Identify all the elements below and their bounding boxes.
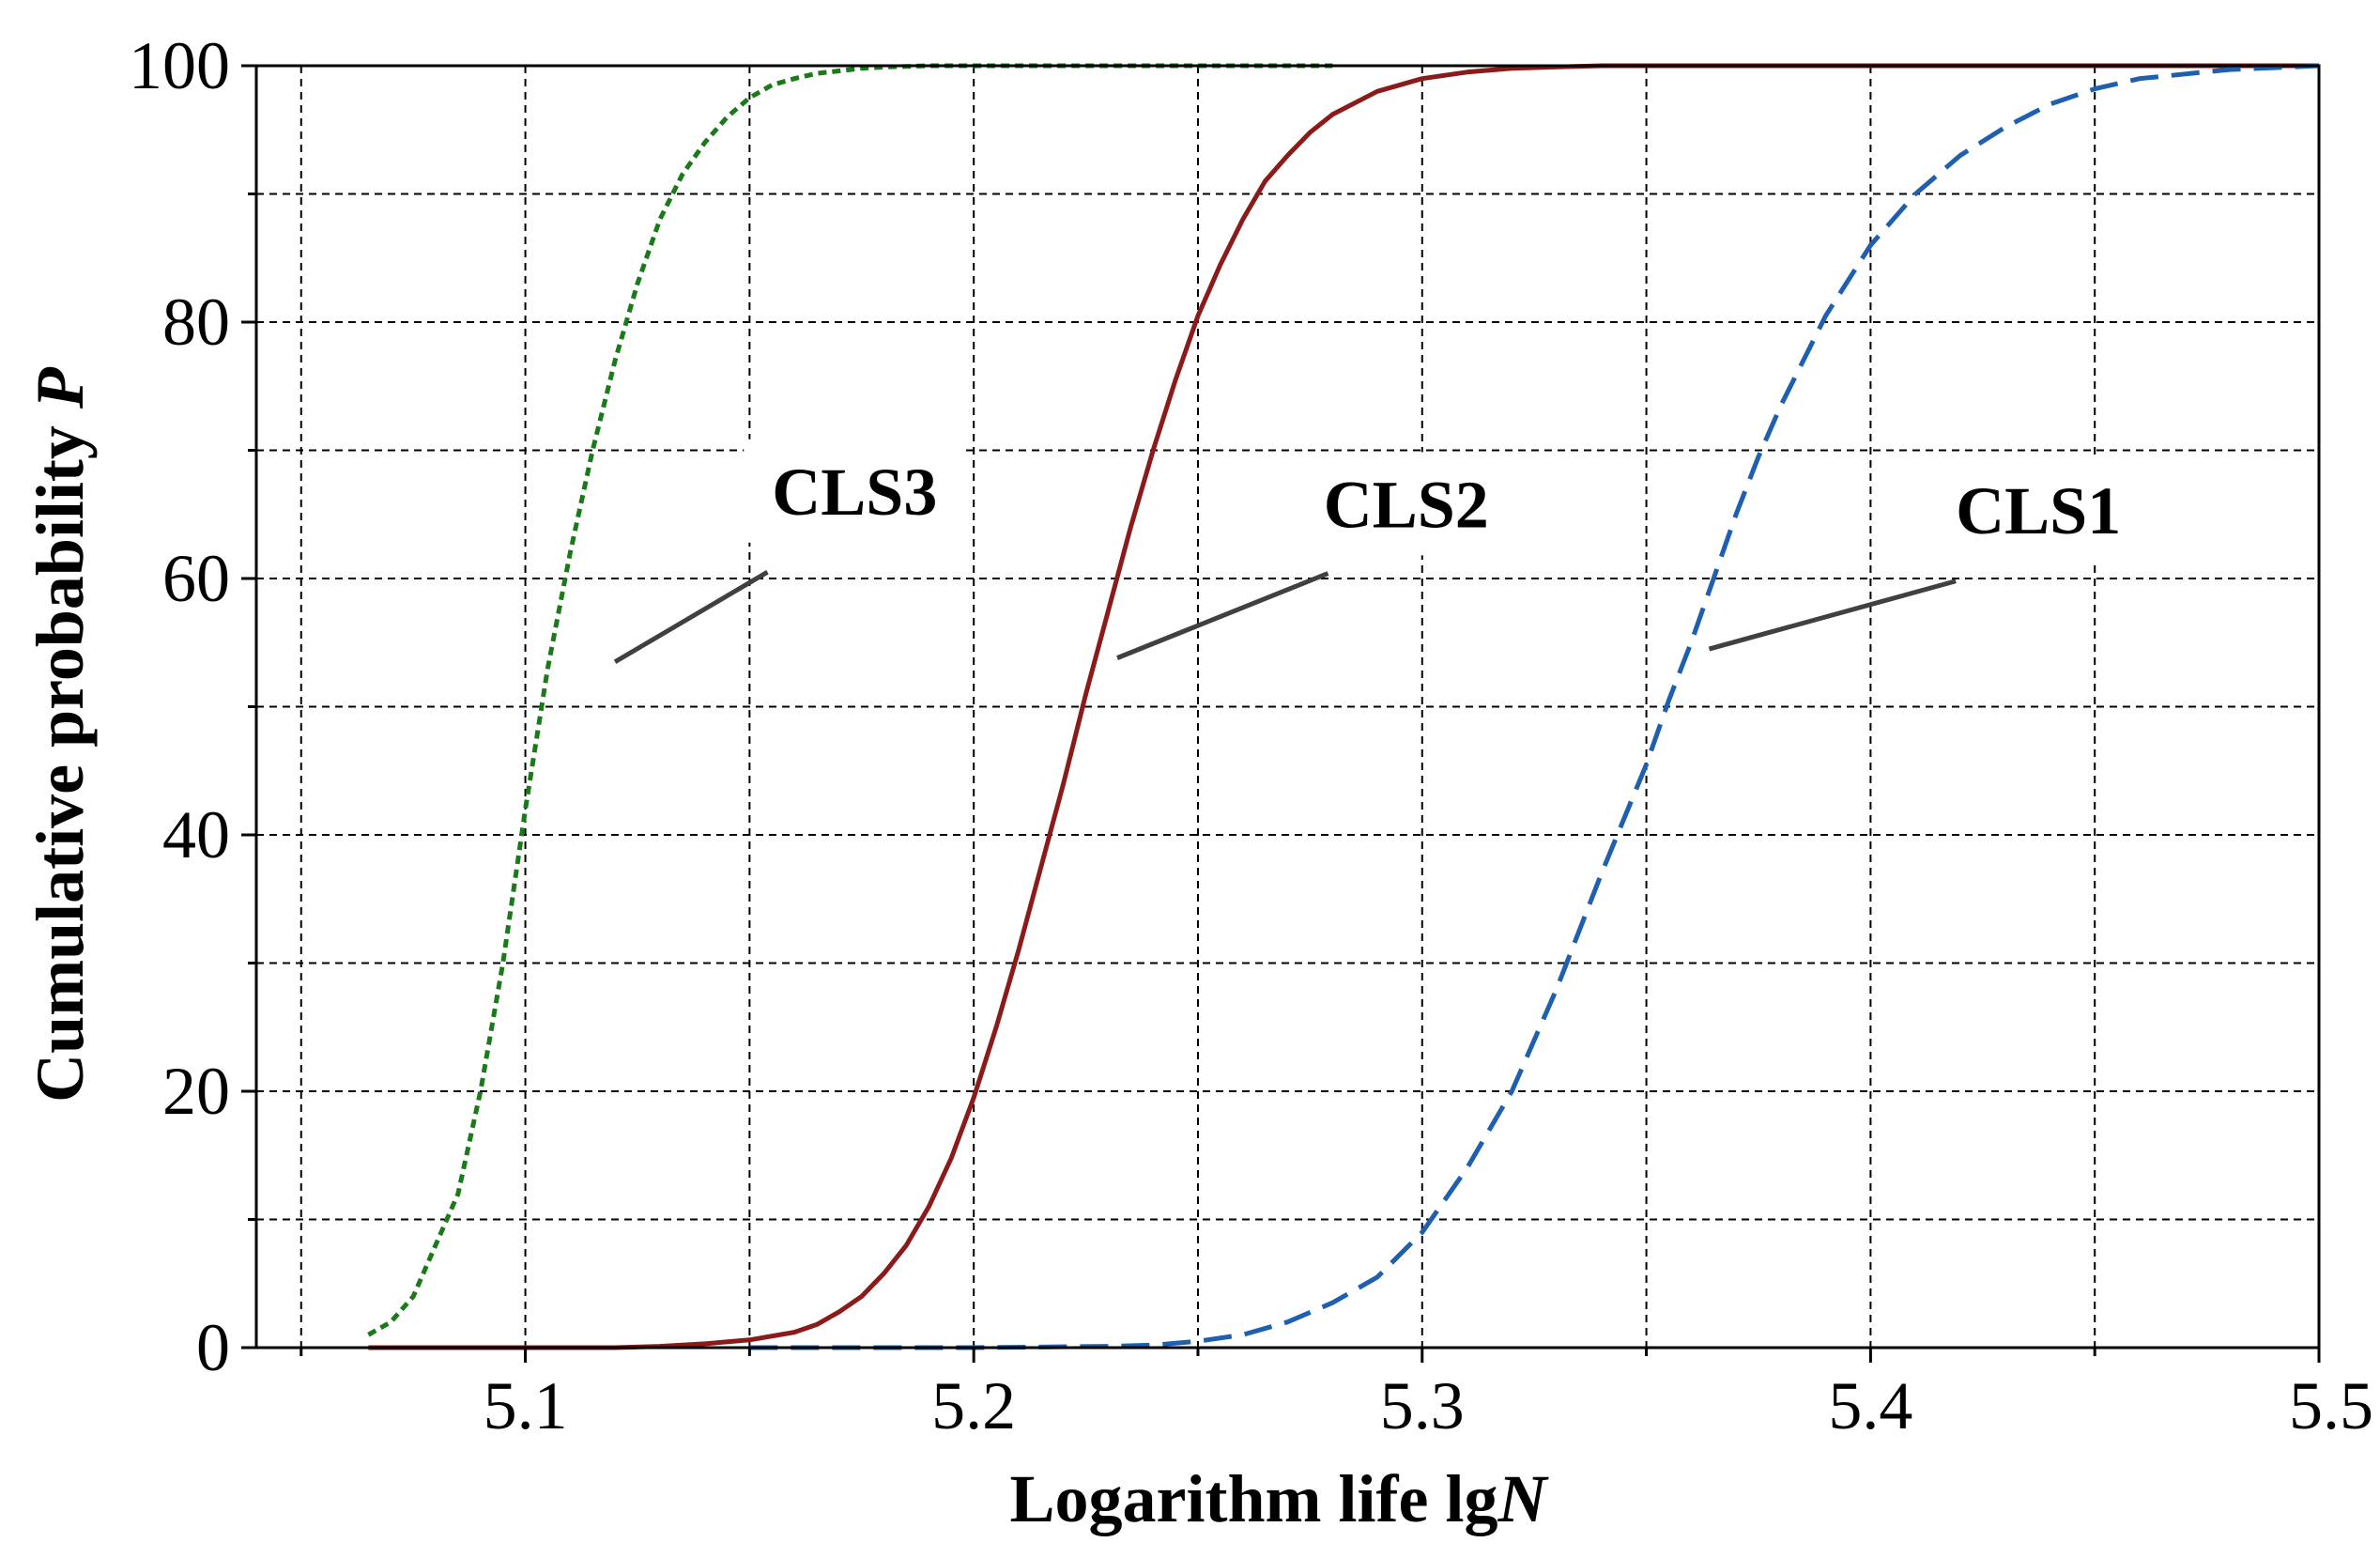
x-tick-label: 5.1 <box>484 1368 568 1443</box>
series-label-cls1: CLS1 <box>1956 473 2121 548</box>
annotation-leader-cls2 <box>1116 571 1329 660</box>
x-tick-label: 5.4 <box>1828 1368 1912 1443</box>
annotation-label-backdrop <box>744 439 965 543</box>
annotation-label-backdrop <box>1927 458 2149 563</box>
x-axis-title-text: Logarithm life lg <box>1010 1461 1498 1536</box>
y-axis-title: Cumulative probability P <box>23 366 98 1103</box>
series-line-cls2 <box>368 63 2319 1350</box>
annotation-leader-cls1 <box>1708 578 1957 652</box>
annotation-layer: CLS3 CLS2 CLS1 <box>613 439 2149 664</box>
series-layer <box>367 63 2320 1350</box>
x-tick-label: 5.3 <box>1380 1368 1465 1443</box>
tick-labels: 5.1 5.2 5.3 5.4 5.5 0 20 40 60 80 100 <box>129 28 2373 1443</box>
series-label-cls3: CLS3 <box>772 455 937 530</box>
x-tick-label: 5.2 <box>931 1368 1016 1443</box>
grid <box>256 66 2319 1348</box>
y-tick-label: 60 <box>162 541 230 616</box>
y-tick-label: 40 <box>162 797 230 872</box>
x-tick-label: 5.5 <box>2289 1368 2373 1443</box>
y-tick-label: 80 <box>162 285 230 360</box>
y-tick-label: 0 <box>196 1310 230 1385</box>
annotation-leader-cls3 <box>613 570 769 664</box>
x-axis-title: Logarithm life lgN <box>1010 1461 1550 1536</box>
y-tick-label: 20 <box>162 1054 230 1129</box>
series-line-cls1 <box>749 63 2320 1350</box>
y-axis-title-variable: P <box>23 366 98 409</box>
axis-ticks <box>241 64 2321 1363</box>
annotation-label-backdrop <box>1295 452 1516 556</box>
y-axis-title-text: Cumulative probability <box>23 409 98 1103</box>
y-tick-label: 100 <box>129 28 230 103</box>
series-label-cls2: CLS2 <box>1324 467 1489 542</box>
x-axis-title-variable: N <box>1497 1461 1549 1536</box>
series-line-cls3 <box>367 63 1333 1337</box>
